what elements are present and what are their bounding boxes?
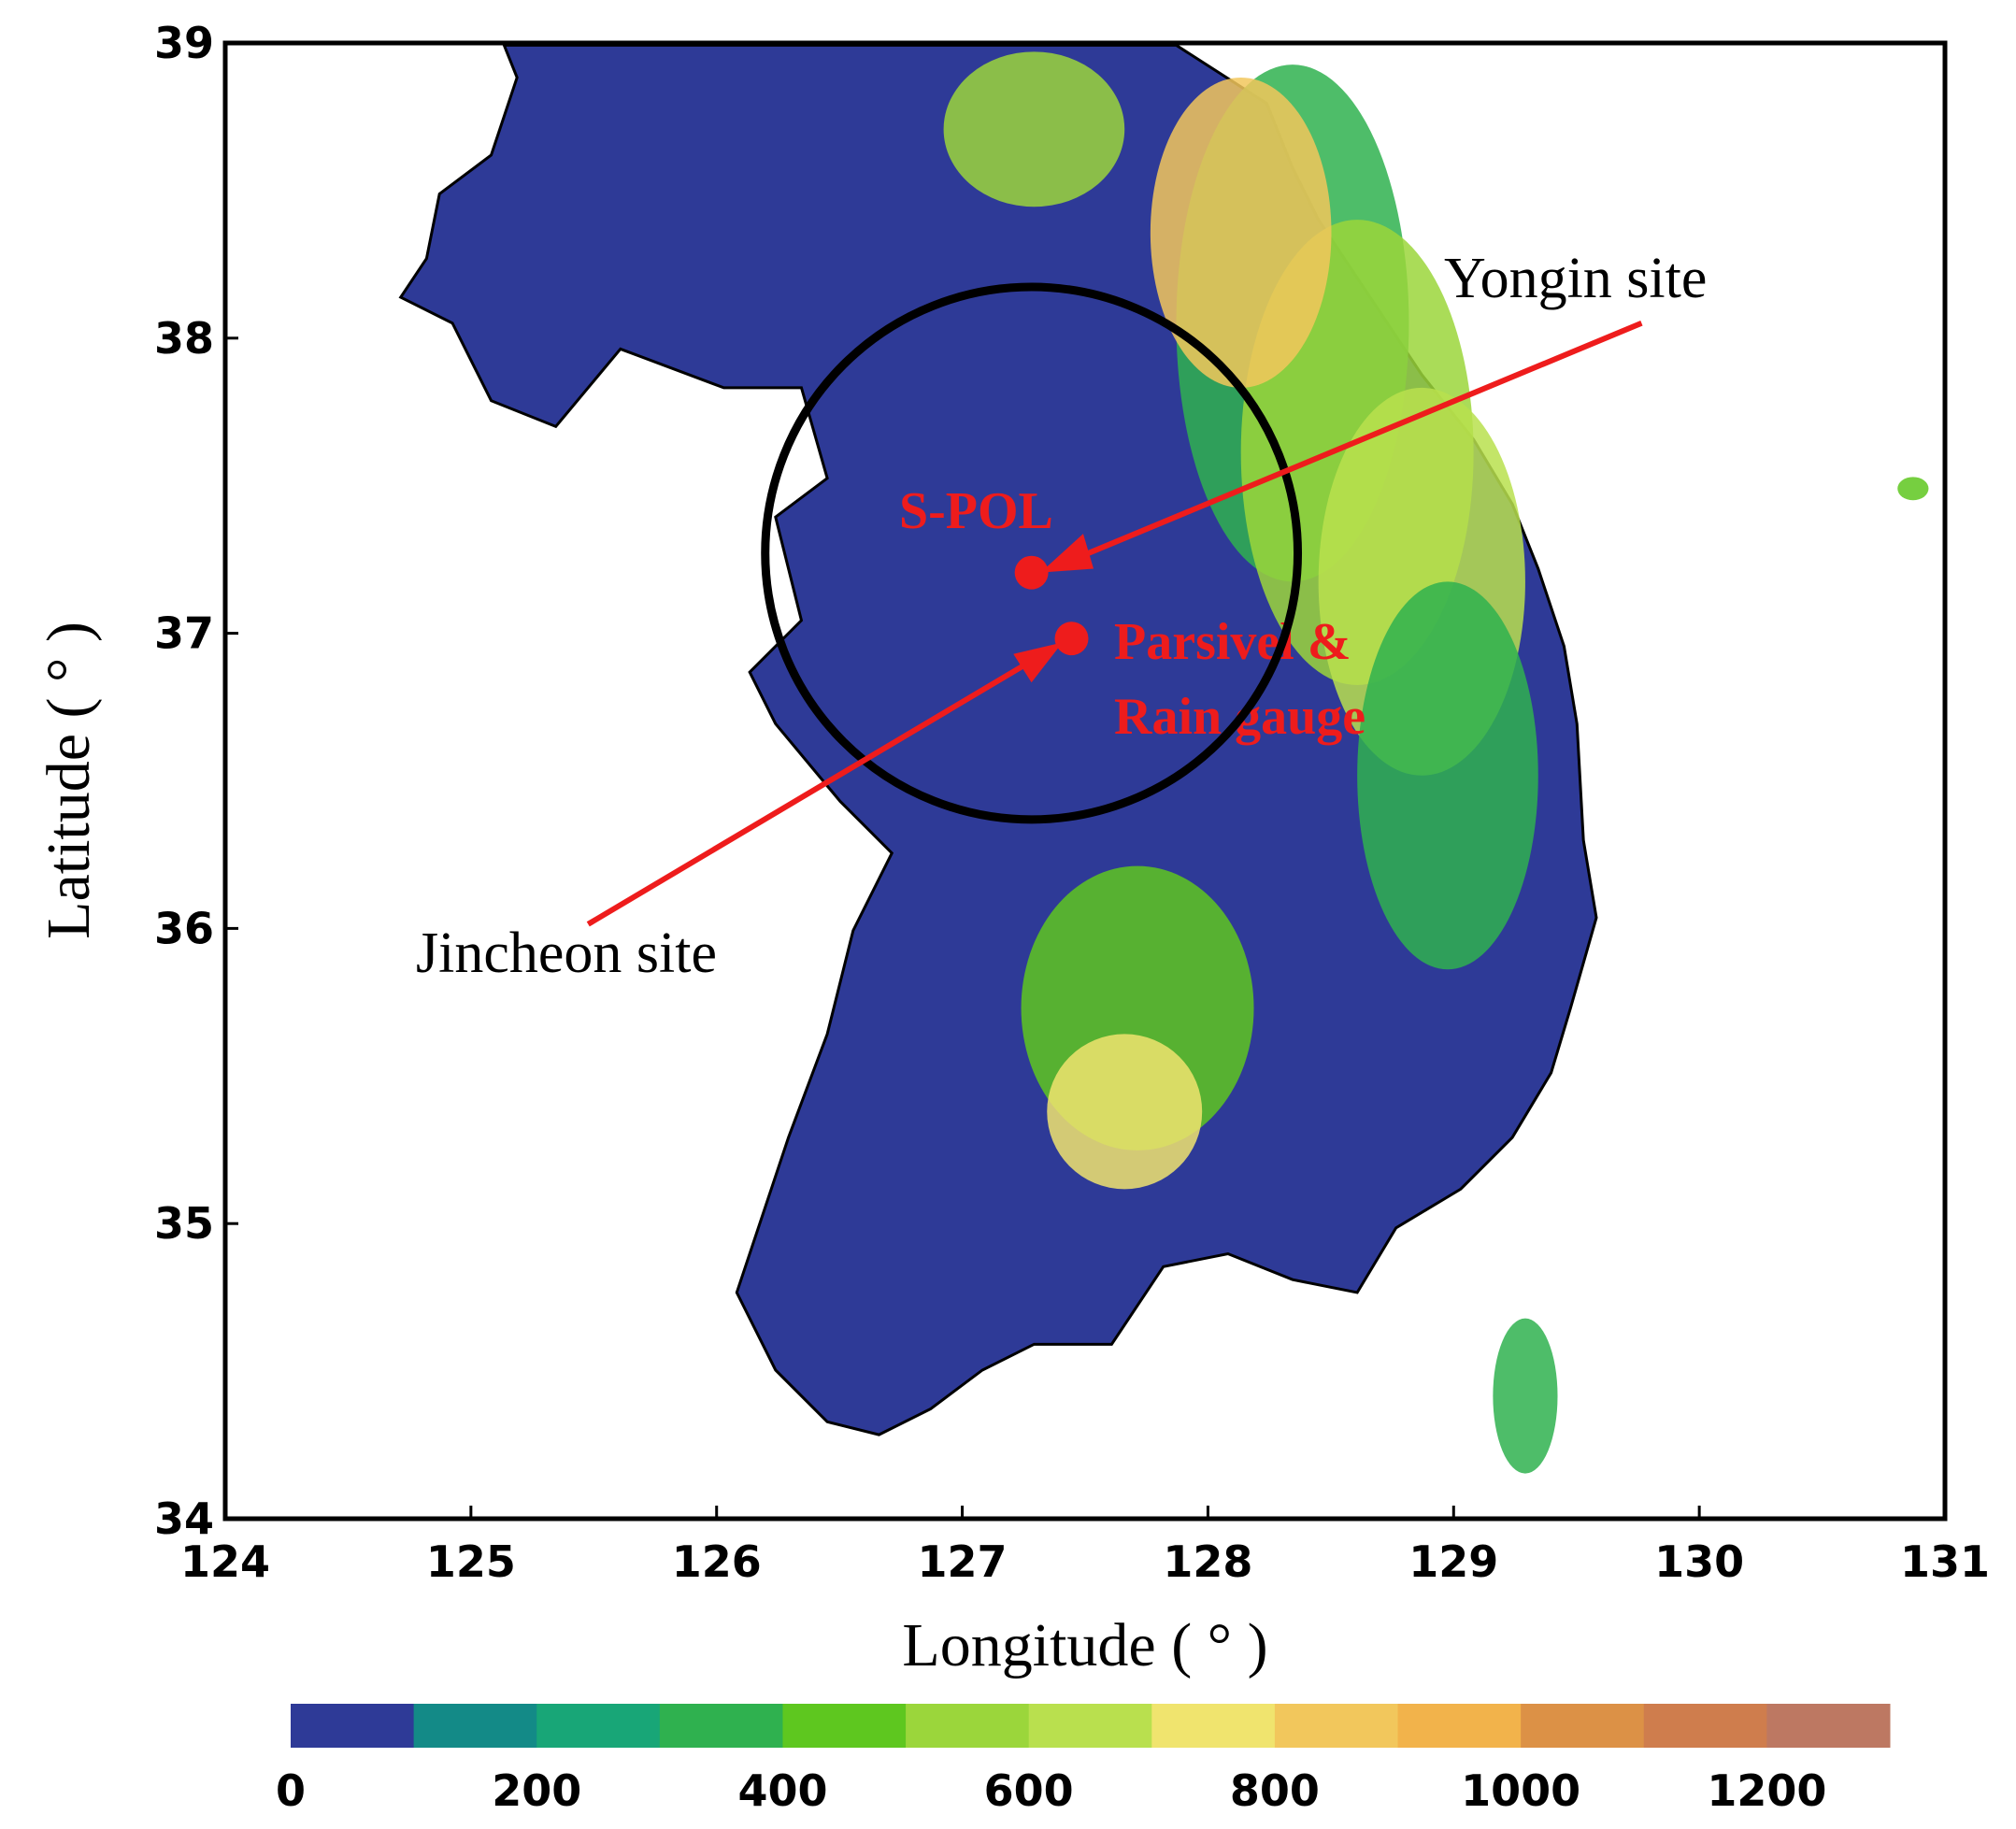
colorbar-swatch [659,1704,783,1748]
colorbar-swatch [782,1704,907,1748]
annotation: S-POL [899,482,1053,540]
colorbar-label: 0 [276,1765,306,1816]
colorbar-swatch [906,1704,1030,1748]
x-tick-label: 131 [1900,1536,1990,1587]
x-tick-label: 127 [918,1536,1008,1587]
colorbar-label: 600 [984,1765,1074,1816]
annotation: Parsivel & [1114,613,1351,671]
y-axis-label: Latitude ( ° ) [35,622,103,939]
colorbar-swatch [1028,1704,1152,1748]
x-tick-label: 129 [1408,1536,1498,1587]
colorbar-swatch [1397,1704,1522,1748]
colorbar-swatch [1643,1704,1767,1748]
y-tick-label: 39 [154,18,214,68]
colorbar-label: 1000 [1461,1765,1580,1816]
y-tick-label: 37 [154,608,214,659]
x-tick-label: 128 [1163,1536,1252,1587]
annotation: Yongin site [1444,247,1707,310]
terrain-patch [1047,1034,1203,1190]
x-tick-label: 124 [180,1536,270,1587]
x-axis-label: Longitude ( ° ) [902,1611,1267,1679]
terrain-patch [943,51,1125,207]
terrain-patch [1897,477,1929,501]
arrow [1056,320,1643,569]
colorbar-label: 800 [1230,1765,1320,1816]
colorbar-swatch [1521,1704,1645,1748]
site-marker [1054,622,1089,656]
y-tick-label: 38 [154,313,214,364]
annotation: Jincheon site [416,922,717,985]
terrain [398,43,1929,1474]
terrain-patch [1150,77,1332,388]
x-tick-label: 125 [426,1536,516,1587]
terrain-patch [1357,581,1538,970]
site-marker [1014,555,1049,590]
x-tick-label: 126 [672,1536,762,1587]
colorbar-label: 1200 [1707,1765,1826,1816]
colorbar-swatch [1151,1704,1276,1748]
x-tick-label: 130 [1654,1536,1744,1587]
colorbar-swatch [1766,1704,1891,1748]
radar-range [761,282,1303,824]
terrain-patch [1493,1318,1558,1474]
colorbar-label: 200 [492,1765,581,1816]
arrowhead [1013,642,1063,683]
y-tick-label: 36 [154,903,214,953]
colorbar-swatch [536,1704,661,1748]
arrow [586,648,1051,927]
colorbar-label: 400 [737,1765,827,1816]
arrowhead [1040,534,1094,573]
plot-frame [222,40,1948,1522]
colorbar-swatch [413,1704,537,1748]
colorbar-swatch [291,1704,415,1748]
y-tick-label: 34 [154,1493,214,1544]
y-tick-label: 35 [154,1198,214,1249]
colorbar-swatch [1274,1704,1399,1748]
